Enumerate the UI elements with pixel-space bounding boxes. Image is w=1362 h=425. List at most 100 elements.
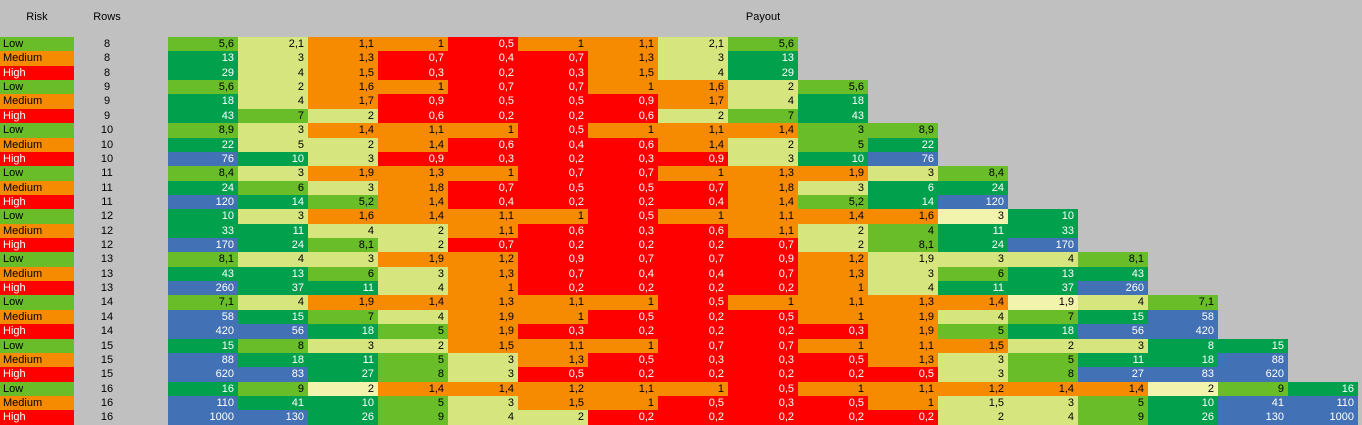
payout-cell[interactable]: 0,5 (588, 309, 658, 325)
payout-cell[interactable]: 10 (308, 395, 378, 411)
payout-cell[interactable]: 0,9 (378, 94, 448, 109)
payout-cell[interactable]: 0,2 (518, 238, 588, 253)
payout-cell[interactable]: 10 (238, 151, 308, 167)
payout-cell[interactable]: 6 (238, 180, 308, 195)
payout-cell[interactable]: 1,4 (1008, 381, 1078, 396)
payout-cell[interactable]: 5 (1078, 395, 1148, 411)
payout-cell[interactable]: 0,2 (518, 281, 588, 296)
payout-cell[interactable]: 1 (588, 123, 658, 138)
payout-cell[interactable]: 1,1 (658, 123, 728, 138)
payout-cell[interactable]: 1,6 (868, 209, 938, 224)
payout-cell[interactable]: 27 (308, 367, 378, 382)
payout-cell[interactable]: 0,2 (658, 324, 728, 339)
payout-cell[interactable]: 2 (518, 410, 588, 425)
payout-cell[interactable]: 4 (448, 410, 518, 425)
payout-cell[interactable]: 0,2 (868, 410, 938, 425)
payout-cell[interactable]: 2 (378, 338, 448, 353)
payout-cell[interactable]: 0,2 (798, 410, 868, 425)
payout-cell[interactable]: 0,3 (728, 352, 798, 368)
payout-cell[interactable]: 0,7 (518, 80, 588, 95)
payout-cell[interactable]: 1 (658, 381, 728, 396)
payout-cell[interactable]: 8,1 (168, 252, 238, 267)
payout-cell[interactable]: 3 (238, 123, 308, 138)
payout-cell[interactable]: 7,1 (168, 295, 238, 310)
payout-cell[interactable]: 4 (1008, 252, 1078, 267)
payout-cell[interactable]: 4 (868, 223, 938, 239)
payout-cell[interactable]: 5 (238, 137, 308, 152)
risk-cell-high[interactable]: High (0, 281, 74, 296)
payout-cell[interactable]: 88 (168, 352, 238, 368)
payout-cell[interactable]: 18 (238, 352, 308, 368)
payout-cell[interactable]: 56 (1078, 324, 1148, 339)
risk-cell-medium[interactable]: Medium (0, 352, 74, 368)
payout-cell[interactable]: 0,6 (588, 108, 658, 124)
risk-cell-medium[interactable]: Medium (0, 395, 74, 411)
risk-cell-high[interactable]: High (0, 108, 74, 124)
payout-cell[interactable]: 0,2 (588, 410, 658, 425)
payout-cell[interactable]: 11 (938, 281, 1008, 296)
payout-cell[interactable]: 8,4 (168, 166, 238, 181)
payout-cell[interactable]: 8,4 (938, 166, 1008, 181)
payout-cell[interactable]: 0,3 (728, 395, 798, 411)
payout-cell[interactable]: 1,1 (868, 338, 938, 353)
payout-cell[interactable]: 2 (798, 238, 868, 253)
payout-cell[interactable]: 0,7 (378, 51, 448, 66)
payout-cell[interactable]: 2 (308, 381, 378, 396)
payout-cell[interactable]: 9 (378, 410, 448, 425)
payout-cell[interactable]: 5,6 (798, 80, 868, 95)
payout-cell[interactable]: 1,1 (518, 295, 588, 310)
payout-cell[interactable]: 130 (1218, 410, 1288, 425)
payout-cell[interactable]: 1,9 (378, 252, 448, 267)
payout-cell[interactable]: 56 (238, 324, 308, 339)
payout-cell[interactable]: 5 (798, 137, 868, 152)
payout-cell[interactable]: 1,4 (378, 295, 448, 310)
payout-cell[interactable]: 0,2 (658, 367, 728, 382)
payout-cell[interactable]: 1 (518, 309, 588, 325)
payout-cell[interactable]: 76 (168, 151, 238, 167)
payout-cell[interactable]: 76 (868, 151, 938, 167)
payout-cell[interactable]: 620 (1218, 367, 1288, 382)
payout-cell[interactable]: 0,7 (588, 166, 658, 181)
payout-cell[interactable]: 1,1 (728, 209, 798, 224)
payout-cell[interactable]: 43 (1078, 266, 1148, 282)
payout-cell[interactable]: 1,3 (868, 295, 938, 310)
rows-count-cell[interactable]: 11 (101, 167, 113, 180)
payout-cell[interactable]: 0,3 (378, 65, 448, 81)
payout-cell[interactable]: 1 (518, 37, 588, 52)
payout-cell[interactable]: 0,5 (518, 180, 588, 195)
risk-cell-high[interactable]: High (0, 151, 74, 167)
risk-cell-medium[interactable]: Medium (0, 309, 74, 325)
payout-cell[interactable]: 88 (1218, 352, 1288, 368)
payout-cell[interactable]: 1,3 (308, 51, 378, 66)
payout-cell[interactable]: 1,1 (728, 223, 798, 239)
payout-cell[interactable]: 1 (378, 80, 448, 95)
rows-count-cell[interactable]: 13 (100, 267, 114, 280)
payout-cell[interactable]: 1 (798, 338, 868, 353)
payout-cell[interactable]: 0,7 (448, 238, 518, 253)
payout-cell[interactable]: 58 (168, 309, 238, 325)
payout-cell[interactable]: 0,2 (518, 108, 588, 124)
payout-cell[interactable]: 3 (938, 352, 1008, 368)
payout-cell[interactable]: 3 (938, 367, 1008, 382)
payout-cell[interactable]: 2 (308, 108, 378, 124)
payout-cell[interactable]: 3 (1078, 338, 1148, 353)
payout-cell[interactable]: 3 (448, 367, 518, 382)
risk-cell-low[interactable]: Low (0, 80, 74, 95)
rows-count-cell[interactable]: 16 (100, 396, 114, 409)
payout-cell[interactable]: 420 (168, 324, 238, 339)
payout-cell[interactable]: 1,3 (798, 266, 868, 282)
payout-cell[interactable]: 1,9 (868, 324, 938, 339)
payout-cell[interactable]: 0,4 (448, 51, 518, 66)
payout-cell[interactable]: 3 (308, 252, 378, 267)
payout-cell[interactable]: 14 (238, 194, 308, 210)
payout-cell[interactable]: 2 (308, 137, 378, 152)
payout-cell[interactable]: 7 (1008, 309, 1078, 325)
payout-cell[interactable]: 5,6 (728, 37, 798, 52)
payout-cell[interactable]: 0,7 (518, 51, 588, 66)
payout-cell[interactable]: 0,6 (448, 137, 518, 152)
payout-cell[interactable]: 13 (238, 266, 308, 282)
payout-cell[interactable]: 4 (238, 252, 308, 267)
payout-cell[interactable]: 5,6 (168, 80, 238, 95)
rows-count-cell[interactable]: 9 (103, 95, 111, 108)
payout-cell[interactable]: 170 (168, 238, 238, 253)
